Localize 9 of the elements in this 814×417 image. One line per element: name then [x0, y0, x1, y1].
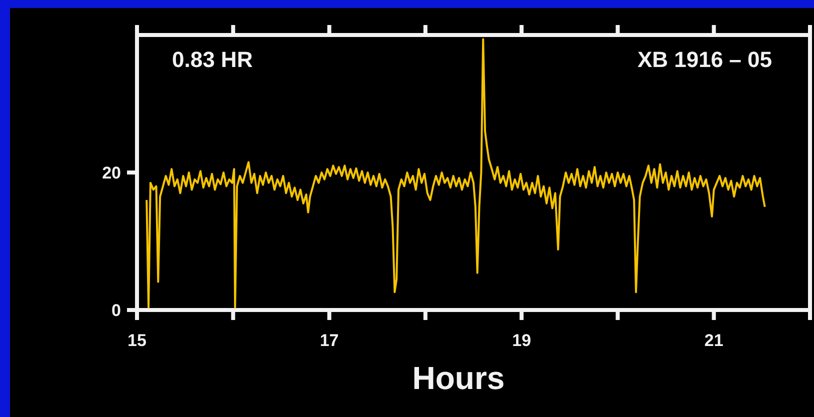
annotation: XB 1916 – 05: [637, 47, 772, 72]
x-tick-label: 19: [512, 331, 532, 350]
x-tick-label: 15: [128, 331, 146, 350]
x-axis-title: Hours: [412, 360, 505, 396]
x-tick-label: 17: [320, 331, 339, 350]
y-tick-label: 20: [102, 163, 121, 182]
x-tick-label: 21: [704, 331, 724, 350]
y-tick-label: 0: [112, 300, 121, 320]
annotation: 0.83 HR: [172, 47, 253, 72]
